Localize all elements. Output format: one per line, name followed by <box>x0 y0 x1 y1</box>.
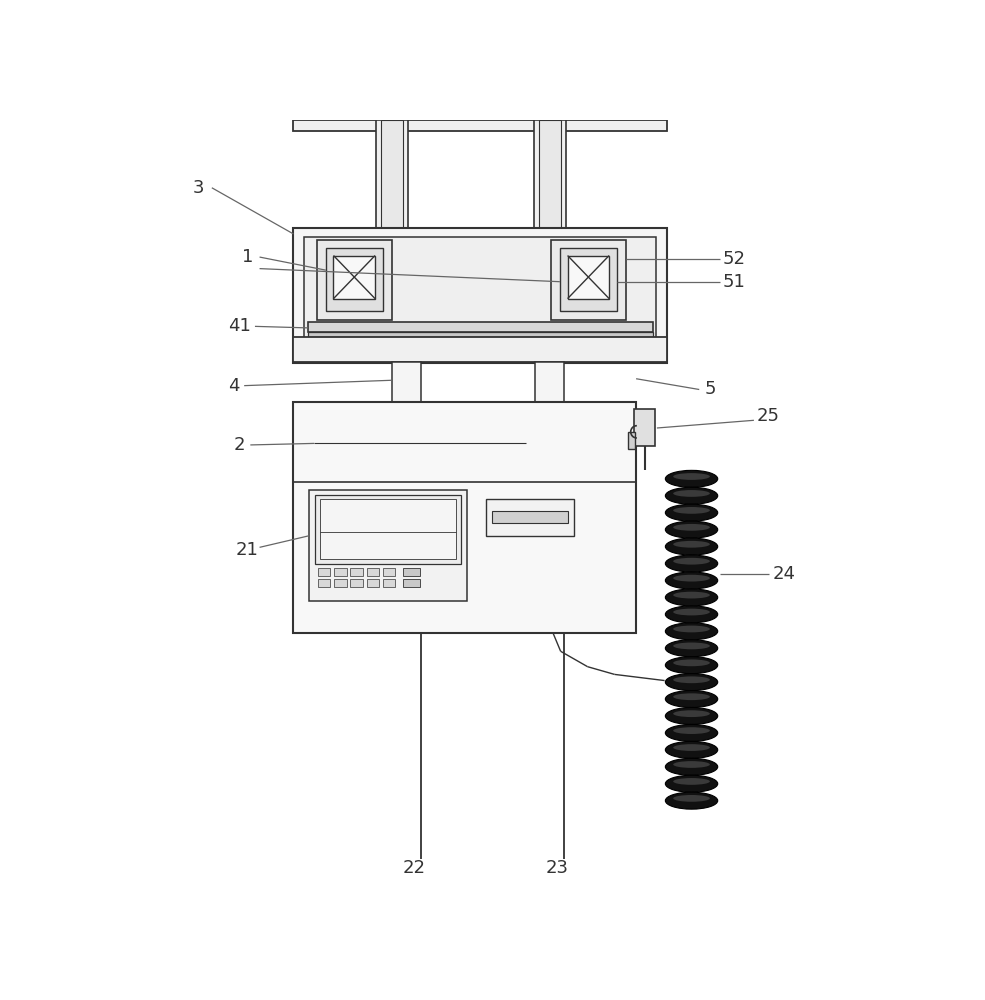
Bar <box>392 362 422 402</box>
Ellipse shape <box>665 470 718 487</box>
Ellipse shape <box>673 473 710 480</box>
Bar <box>567 256 609 299</box>
Ellipse shape <box>665 538 718 555</box>
Bar <box>318 568 330 576</box>
Ellipse shape <box>673 592 710 598</box>
Ellipse shape <box>665 555 718 572</box>
Bar <box>627 432 635 449</box>
Bar <box>539 120 560 262</box>
Bar <box>319 499 456 559</box>
Bar <box>326 248 383 311</box>
Ellipse shape <box>673 558 710 565</box>
Text: 3: 3 <box>193 179 205 197</box>
Text: 52: 52 <box>722 250 746 268</box>
Text: 1: 1 <box>241 248 253 266</box>
Ellipse shape <box>673 626 710 632</box>
Bar <box>551 240 626 320</box>
Text: 4: 4 <box>228 377 239 395</box>
Bar <box>383 579 395 587</box>
Text: 2: 2 <box>233 436 245 454</box>
Bar <box>366 568 379 576</box>
Text: 22: 22 <box>403 859 426 877</box>
Ellipse shape <box>673 524 710 531</box>
Bar <box>294 337 667 362</box>
Ellipse shape <box>673 744 710 751</box>
Bar <box>403 579 420 587</box>
Bar <box>334 579 347 587</box>
Ellipse shape <box>673 710 710 717</box>
Text: 51: 51 <box>722 273 746 291</box>
Ellipse shape <box>673 778 710 785</box>
Bar <box>334 568 347 576</box>
Bar <box>351 579 362 587</box>
Ellipse shape <box>665 708 718 724</box>
Ellipse shape <box>673 609 710 615</box>
Ellipse shape <box>665 521 718 538</box>
Bar <box>534 120 566 262</box>
Ellipse shape <box>665 504 718 521</box>
Ellipse shape <box>673 693 710 700</box>
Bar <box>316 240 392 320</box>
Text: 41: 41 <box>229 317 251 335</box>
Ellipse shape <box>665 775 718 792</box>
Bar <box>403 568 420 576</box>
Bar <box>309 490 467 601</box>
Ellipse shape <box>673 676 710 683</box>
Text: 21: 21 <box>235 541 259 559</box>
Ellipse shape <box>665 792 718 809</box>
Ellipse shape <box>673 490 710 497</box>
Ellipse shape <box>665 487 718 504</box>
Ellipse shape <box>665 674 718 691</box>
Bar <box>376 120 408 262</box>
Bar <box>366 579 379 587</box>
Ellipse shape <box>665 572 718 589</box>
Ellipse shape <box>673 541 710 548</box>
Bar <box>492 511 568 523</box>
Ellipse shape <box>665 691 718 708</box>
Bar <box>559 248 617 311</box>
Ellipse shape <box>665 606 718 623</box>
Bar <box>535 362 564 402</box>
Bar <box>315 495 461 564</box>
Ellipse shape <box>673 795 710 802</box>
Bar <box>633 409 655 446</box>
Ellipse shape <box>665 657 718 674</box>
Ellipse shape <box>673 643 710 649</box>
Ellipse shape <box>673 727 710 734</box>
Text: 5: 5 <box>705 380 716 398</box>
Ellipse shape <box>665 589 718 606</box>
Ellipse shape <box>673 507 710 514</box>
Ellipse shape <box>673 575 710 582</box>
Ellipse shape <box>673 761 710 768</box>
Ellipse shape <box>665 640 718 657</box>
Text: 23: 23 <box>546 859 568 877</box>
Bar <box>294 120 667 131</box>
Bar <box>304 237 656 351</box>
Bar <box>381 120 403 262</box>
Ellipse shape <box>665 623 718 640</box>
Bar <box>351 568 362 576</box>
Ellipse shape <box>665 758 718 775</box>
Bar <box>334 256 375 299</box>
Text: 25: 25 <box>757 407 780 425</box>
Ellipse shape <box>665 724 718 741</box>
Bar <box>308 332 653 337</box>
Bar <box>308 322 653 332</box>
Bar <box>318 579 330 587</box>
Ellipse shape <box>665 741 718 758</box>
Bar <box>294 402 636 633</box>
Text: 24: 24 <box>772 565 796 583</box>
Ellipse shape <box>673 659 710 666</box>
Bar <box>294 228 667 363</box>
Bar <box>486 499 574 536</box>
Bar <box>383 568 395 576</box>
